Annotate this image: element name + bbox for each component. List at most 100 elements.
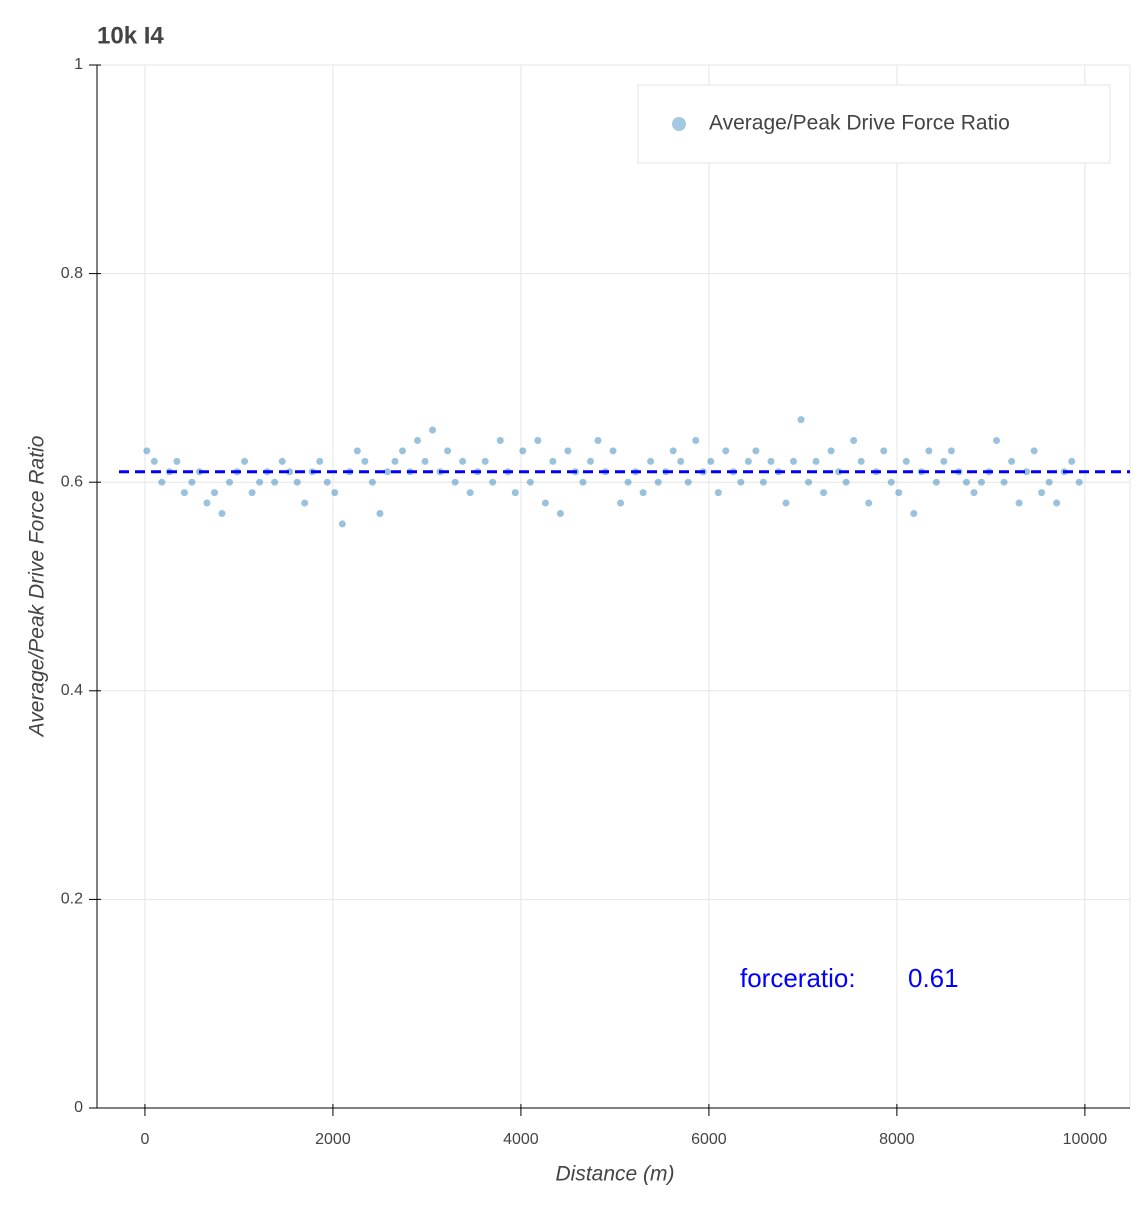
- x-tick-label: 8000: [879, 1131, 915, 1148]
- data-point: [383, 468, 391, 476]
- data-point: [902, 457, 910, 465]
- data-point: [759, 478, 767, 486]
- data-point: [910, 509, 918, 517]
- data-point: [865, 499, 873, 507]
- data-point: [143, 447, 151, 455]
- data-point: [962, 478, 970, 486]
- data-point: [481, 457, 489, 465]
- data-point: [1030, 447, 1038, 455]
- data-point: [188, 478, 196, 486]
- data-point: [767, 457, 775, 465]
- x-tick-label: 6000: [691, 1131, 727, 1148]
- data-point: [684, 478, 692, 486]
- data-point: [511, 489, 519, 497]
- data-point: [1015, 499, 1023, 507]
- data-point: [789, 457, 797, 465]
- data-point: [158, 478, 166, 486]
- data-point: [541, 499, 549, 507]
- data-point: [797, 416, 805, 424]
- data-point: [624, 478, 632, 486]
- data-point: [444, 447, 452, 455]
- data-point: [256, 478, 264, 486]
- data-point: [654, 478, 662, 486]
- data-point: [609, 447, 617, 455]
- data-point: [586, 457, 594, 465]
- data-point: [639, 489, 647, 497]
- data-point: [271, 478, 279, 486]
- x-tick-label: 0: [140, 1131, 149, 1148]
- data-point: [241, 457, 249, 465]
- data-point: [647, 457, 655, 465]
- data-point: [692, 436, 700, 444]
- data-point: [782, 499, 790, 507]
- data-point: [1068, 457, 1076, 465]
- data-point: [669, 447, 677, 455]
- data-point: [1000, 478, 1008, 486]
- data-point: [556, 509, 564, 517]
- data-point: [993, 436, 1001, 444]
- data-point: [421, 457, 429, 465]
- data-point: [857, 457, 865, 465]
- data-point: [210, 489, 218, 497]
- data-point: [1038, 489, 1046, 497]
- data-point: [180, 489, 188, 497]
- data-point: [744, 457, 752, 465]
- data-point: [331, 489, 339, 497]
- data-point: [880, 447, 888, 455]
- data-point: [496, 436, 504, 444]
- data-point: [203, 499, 211, 507]
- data-point: [925, 447, 933, 455]
- data-point: [887, 478, 895, 486]
- data-point: [564, 447, 572, 455]
- data-point: [594, 436, 602, 444]
- data-point: [489, 478, 497, 486]
- data-point: [429, 426, 437, 434]
- data-point: [835, 468, 843, 476]
- data-point: [293, 478, 301, 486]
- data-point: [150, 457, 158, 465]
- data-point: [752, 447, 760, 455]
- data-point: [1053, 499, 1061, 507]
- y-tick-label: 1: [74, 56, 83, 73]
- y-tick-label: 0.4: [61, 682, 83, 699]
- data-point: [1023, 468, 1031, 476]
- data-point: [466, 489, 474, 497]
- data-point: [368, 478, 376, 486]
- annotation-label: forceratio:: [740, 963, 856, 993]
- x-axis-label: Distance (m): [555, 1163, 674, 1186]
- data-point: [361, 457, 369, 465]
- data-point: [218, 509, 226, 517]
- plot-frame: [96, 64, 1131, 1109]
- legend-box: [637, 84, 1111, 164]
- data-point: [173, 457, 181, 465]
- x-tick-label: 4000: [503, 1131, 539, 1148]
- data-point: [707, 457, 715, 465]
- data-point: [286, 468, 294, 476]
- y-tick-label: 0.2: [61, 891, 83, 908]
- data-point: [391, 457, 399, 465]
- chart-title: 10k I4: [97, 22, 164, 49]
- data-point: [842, 478, 850, 486]
- data-point: [398, 447, 406, 455]
- data-point: [722, 447, 730, 455]
- data-point: [1075, 478, 1083, 486]
- data-point: [850, 436, 858, 444]
- data-point: [459, 457, 467, 465]
- y-tick-label: 0.6: [61, 473, 83, 490]
- data-point: [737, 478, 745, 486]
- x-tick-label: 10000: [1063, 1131, 1108, 1148]
- data-point: [805, 478, 813, 486]
- data-point: [338, 520, 346, 528]
- data-point: [301, 499, 309, 507]
- data-point: [827, 447, 835, 455]
- data-point: [323, 478, 331, 486]
- y-tick-label: 0: [74, 1099, 83, 1116]
- legend-marker: [672, 117, 686, 131]
- data-point: [376, 509, 384, 517]
- data-point: [1045, 478, 1053, 486]
- data-point: [248, 489, 256, 497]
- data-point: [977, 478, 985, 486]
- data-point: [414, 436, 422, 444]
- x-tick-label: 2000: [315, 1131, 351, 1148]
- data-point: [932, 478, 940, 486]
